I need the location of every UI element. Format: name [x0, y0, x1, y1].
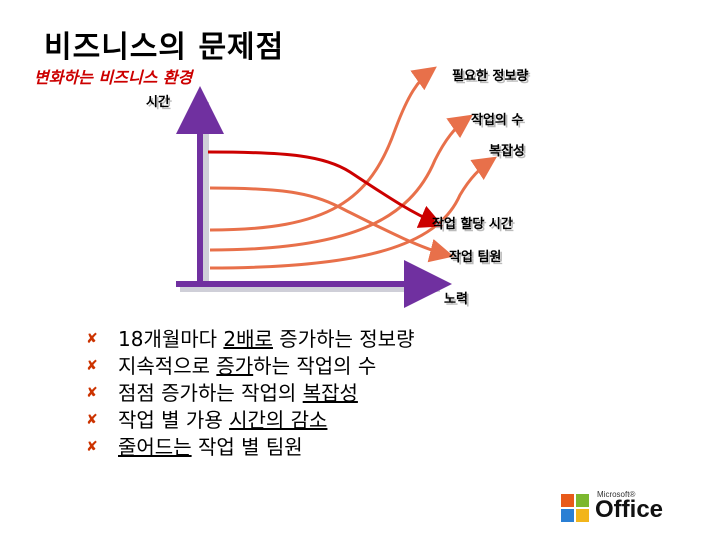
list-item: ✘ 지속적으로 증가하는 작업의 수: [86, 354, 377, 378]
x-bullet-icon: ✘: [86, 358, 98, 374]
team-label: 작업 팀원: [449, 249, 501, 265]
complexity-label-shadow: 복잡성: [491, 146, 527, 161]
info-label: 필요한 정보량: [452, 68, 528, 84]
list-item: ✘ 줄어드는 작업 별 팀원: [86, 435, 303, 459]
time-label: 작업 할당 시간: [432, 216, 513, 232]
tasks-label-shadow: 작업의 수: [473, 114, 525, 130]
info-label-shadow: 필요한 정보량: [454, 70, 530, 86]
tasks-label: 작업의 수: [471, 112, 523, 128]
x-bullet-icon: ✘: [86, 385, 98, 401]
time-curve: [207, 150, 444, 228]
bullet-list: ✘ 18개월마다 2배로 증가하는 정보량 ✘ 지속적으로 증가하는 작업의 수 ✘…: [86, 326, 415, 461]
x-axis-label: 노력: [444, 292, 468, 307]
x-bullet-icon: ✘: [86, 412, 98, 428]
office-logo-icon: [561, 494, 589, 522]
trend-diagram: 시간 시간 필요한 정보량 필요한 정보량 작업의 수 작업의 수 복잡성 복잡…: [146, 66, 530, 309]
x-axis-label-shadow: 노력: [446, 294, 470, 309]
info-curve: [209, 66, 437, 232]
time-label-shadow: 작업 할당 시간: [434, 218, 515, 234]
list-item: ✘ 작업 별 가용 시간의 감소: [86, 408, 328, 432]
office-logo: Microsoft® Office: [560, 490, 680, 526]
logo-product: Office: [595, 496, 664, 523]
slide-title: 비즈니스의 문제점: [44, 30, 285, 65]
x-bullet-icon: ✘: [86, 331, 98, 347]
complexity-label: 복잡성: [489, 144, 525, 159]
logo-maker: Microsoft®: [597, 490, 636, 499]
list-item: ✘ 18개월마다 2배로 증가하는 정보량: [86, 327, 415, 351]
y-axis-label-shadow: 시간: [148, 96, 172, 112]
slide-subtitle: 변화하는 비즈니스 환경: [34, 68, 193, 87]
y-axis-label: 시간: [146, 94, 170, 110]
tasks-curve: [209, 114, 473, 252]
team-curve: [209, 186, 454, 263]
list-item: ✘ 점점 증가하는 작업의 복잡성: [86, 381, 358, 405]
x-bullet-icon: ✘: [86, 439, 98, 455]
team-label-shadow: 작업 팀원: [451, 251, 503, 267]
